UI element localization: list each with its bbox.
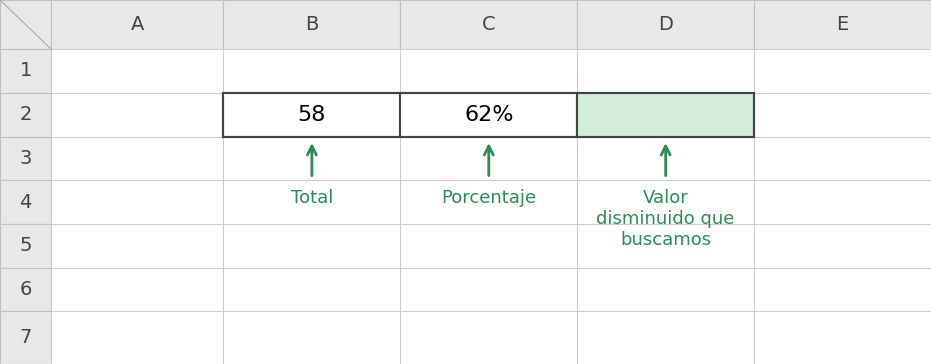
Bar (754, 268, 931, 311)
Bar (223, 93, 754, 136)
Bar (0, 224, 51, 268)
Bar (754, 136, 931, 180)
Bar (577, 311, 754, 364)
Bar (400, 268, 577, 311)
Text: 2: 2 (20, 105, 32, 124)
Bar (577, 93, 754, 136)
Bar (51, 180, 223, 224)
Bar (223, 224, 400, 268)
Bar (577, 0, 754, 49)
Bar (0, 268, 51, 311)
Text: 6: 6 (20, 280, 32, 299)
Bar (400, 93, 577, 136)
Bar (400, 224, 577, 268)
Bar (577, 49, 754, 93)
Bar (577, 268, 754, 311)
Text: Porcentaje: Porcentaje (441, 189, 536, 207)
Bar (223, 180, 400, 224)
Bar (0, 0, 51, 49)
Bar (754, 0, 931, 49)
Text: 58: 58 (298, 105, 326, 124)
Bar (223, 136, 400, 180)
Bar (0, 180, 51, 224)
Bar (223, 93, 400, 136)
Bar (51, 0, 223, 49)
Bar (754, 311, 931, 364)
Bar (400, 0, 577, 49)
Bar (0, 311, 51, 364)
Bar (51, 311, 223, 364)
Bar (0, 136, 51, 180)
Bar (400, 311, 577, 364)
Bar (223, 49, 400, 93)
Bar (577, 180, 754, 224)
Bar (400, 93, 577, 136)
Text: 1: 1 (20, 62, 32, 80)
Text: 7: 7 (20, 328, 32, 347)
Bar (577, 93, 754, 136)
Bar (754, 49, 931, 93)
Bar (400, 49, 577, 93)
Bar (223, 0, 400, 49)
Bar (0, 49, 51, 93)
Text: 62%: 62% (464, 105, 514, 124)
Bar (51, 268, 223, 311)
Bar (754, 180, 931, 224)
Text: A: A (130, 15, 144, 34)
Bar (51, 136, 223, 180)
Bar (400, 180, 577, 224)
Bar (51, 49, 223, 93)
Text: Total: Total (290, 189, 333, 207)
Text: 5: 5 (20, 236, 32, 255)
Text: C: C (482, 15, 495, 34)
Bar (577, 224, 754, 268)
Bar (223, 268, 400, 311)
Text: 4: 4 (20, 193, 32, 211)
Text: E: E (836, 15, 849, 34)
Bar (223, 93, 400, 136)
Text: Valor
disminuido que
buscamos: Valor disminuido que buscamos (597, 189, 735, 249)
Bar (577, 136, 754, 180)
Bar (51, 224, 223, 268)
Bar (400, 136, 577, 180)
Bar (223, 311, 400, 364)
Bar (51, 93, 223, 136)
Text: B: B (305, 15, 318, 34)
Text: 3: 3 (20, 149, 32, 168)
Bar (0, 93, 51, 136)
Bar (754, 93, 931, 136)
Text: D: D (658, 15, 673, 34)
Bar (754, 224, 931, 268)
